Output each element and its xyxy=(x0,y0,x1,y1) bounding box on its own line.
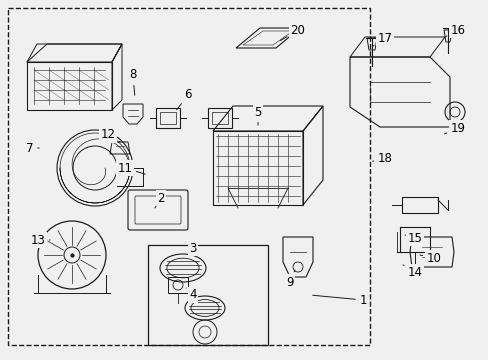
Text: 20: 20 xyxy=(280,23,305,41)
Text: 13: 13 xyxy=(30,234,50,247)
Text: 19: 19 xyxy=(444,122,465,135)
Text: 4: 4 xyxy=(185,288,196,302)
Bar xyxy=(160,112,176,124)
Bar xyxy=(148,245,267,345)
Text: 1: 1 xyxy=(312,293,366,306)
Bar xyxy=(168,277,187,293)
Text: 14: 14 xyxy=(402,265,422,279)
Text: 12: 12 xyxy=(101,129,120,142)
Bar xyxy=(156,108,180,128)
Text: 16: 16 xyxy=(445,23,465,37)
Text: 9: 9 xyxy=(285,270,294,288)
Text: 15: 15 xyxy=(404,231,422,244)
Text: 8: 8 xyxy=(129,68,137,95)
Text: 7: 7 xyxy=(26,141,39,154)
Text: 3: 3 xyxy=(189,242,196,255)
Bar xyxy=(212,112,227,124)
Bar xyxy=(207,108,231,128)
Text: 17: 17 xyxy=(371,31,392,46)
Text: 18: 18 xyxy=(372,152,392,165)
Text: 6: 6 xyxy=(176,89,191,110)
Text: 11: 11 xyxy=(117,162,145,175)
Text: 5: 5 xyxy=(254,105,261,125)
Text: 2: 2 xyxy=(155,192,164,208)
Text: 10: 10 xyxy=(419,252,441,265)
Bar xyxy=(8,8,369,345)
